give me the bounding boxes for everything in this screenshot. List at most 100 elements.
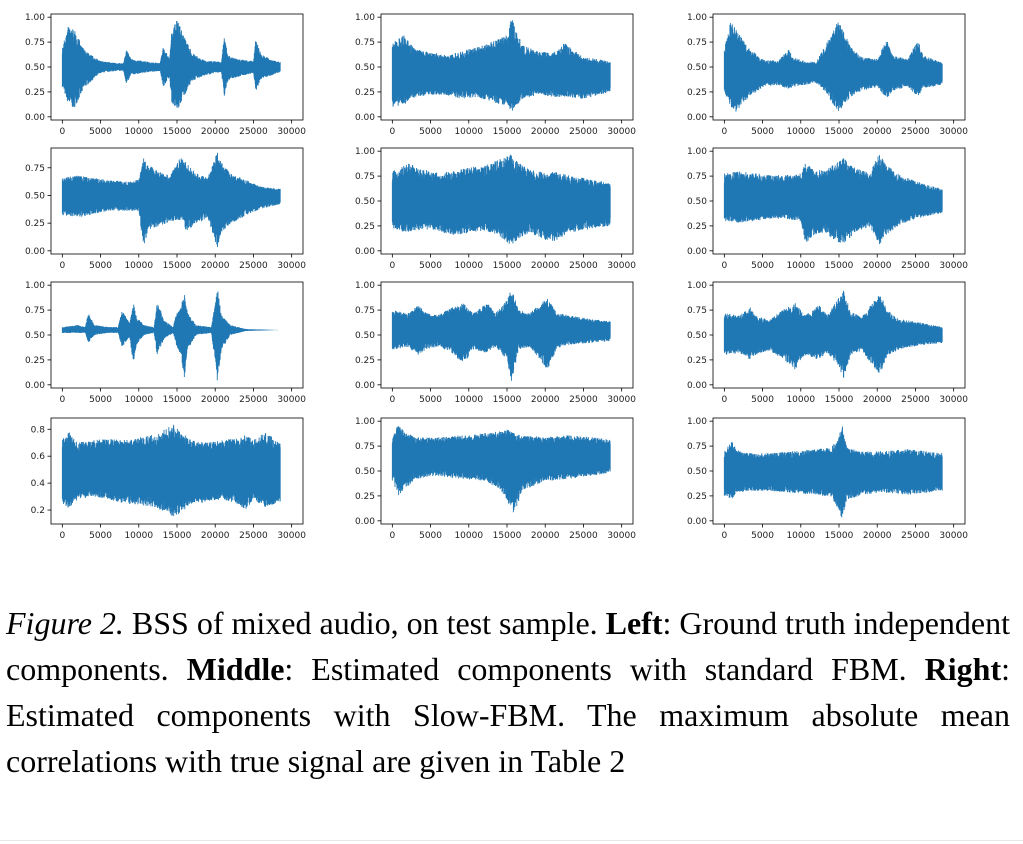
- x-tick-label: 10000: [786, 127, 815, 137]
- waveform-series: [723, 426, 943, 518]
- x-tick-label: 25000: [901, 395, 930, 405]
- x-tick-label: 15000: [493, 127, 522, 137]
- waveform-series: [391, 426, 611, 513]
- subplot-middle-1: 0 5000 10000 15000 20000 25000 30000 0.00 0.25 0.…: [355, 13, 636, 137]
- y-tick-label: 0.2: [31, 506, 45, 516]
- y-tick-label: 1.00: [355, 417, 375, 427]
- y-tick-label: 0.00: [25, 381, 45, 391]
- x-tick-label: 10000: [454, 395, 483, 405]
- y-tick-label: 0.75: [355, 442, 375, 452]
- caption-text-3: : Estimated components with standard FBM…: [284, 651, 925, 687]
- x-tick-label: 30000: [277, 261, 306, 271]
- x-tick-label: 10000: [786, 261, 815, 271]
- subplot-middle-3: 0 5000 10000 15000 20000 25000 30000 0.00 0.25 0.…: [355, 281, 636, 405]
- x-tick-label: 25000: [239, 261, 268, 271]
- x-tick-label: 15000: [825, 261, 854, 271]
- y-tick-label: 0.75: [25, 306, 45, 316]
- x-tick-label: 5000: [89, 395, 112, 405]
- y-tick-label: 1.00: [687, 417, 707, 427]
- x-tick-label: 30000: [277, 395, 306, 405]
- figure-grid: 0 5000 10000 15000 20000 25000 30000 0.00 0.25 0.…: [25, 13, 968, 541]
- y-tick-label: 0.8: [31, 425, 46, 435]
- y-tick-label: 0.50: [687, 467, 707, 477]
- y-tick-label: 0.25: [25, 219, 45, 229]
- y-tick-label: 1.00: [355, 13, 375, 23]
- x-tick-label: 30000: [607, 127, 636, 137]
- subplot-grid: 0 5000 10000 15000 20000 25000 30000 0.00 0.25 0.…: [25, 13, 968, 541]
- x-tick-label: 25000: [239, 531, 268, 541]
- y-tick-label: 0.50: [687, 63, 707, 73]
- caption-text-1: BSS of mixed audio, on test sample.: [123, 605, 606, 641]
- x-tick-label: 20000: [201, 127, 230, 137]
- x-tick-label: 15000: [493, 531, 522, 541]
- subplot-right-3: 0 5000 10000 15000 20000 25000 30000 0.00 0.25 0.…: [687, 281, 968, 405]
- y-tick-label: 0.25: [687, 356, 707, 366]
- caption-left-label: Left: [605, 605, 663, 641]
- y-tick-label: 0.50: [355, 467, 375, 477]
- y-tick-label: 0.75: [355, 306, 375, 316]
- figure-label: Figure 2.: [6, 605, 124, 641]
- y-tick-label: 0.75: [355, 172, 375, 182]
- x-tick-label: 0: [389, 531, 395, 541]
- caption-text-4: : Estimated components with Slow-FBM. Th…: [6, 651, 1011, 779]
- y-tick-label: 0.25: [355, 356, 375, 366]
- x-tick-label: 30000: [939, 395, 968, 405]
- x-tick-label: 20000: [863, 261, 892, 271]
- x-tick-label: 5000: [751, 395, 774, 405]
- x-tick-label: 30000: [607, 531, 636, 541]
- x-tick-label: 20000: [863, 395, 892, 405]
- x-tick-label: 0: [389, 395, 395, 405]
- x-tick-label: 25000: [239, 395, 268, 405]
- subplot-left-3: 0 5000 10000 15000 20000 25000 30000 0.00 0.25 0.…: [25, 281, 306, 405]
- x-tick-label: 10000: [124, 395, 153, 405]
- waveform-series: [61, 152, 281, 247]
- x-tick-label: 0: [721, 531, 727, 541]
- caption-middle-label: Middle: [186, 651, 285, 687]
- y-tick-label: 0.50: [355, 63, 375, 73]
- y-tick-label: 0.25: [355, 492, 375, 502]
- x-tick-label: 30000: [939, 531, 968, 541]
- x-tick-label: 5000: [751, 531, 774, 541]
- y-tick-label: 0.4: [31, 479, 46, 489]
- waveform-series: [723, 155, 943, 245]
- x-tick-label: 0: [59, 531, 65, 541]
- x-tick-label: 15000: [825, 531, 854, 541]
- y-tick-label: 0.25: [687, 222, 707, 232]
- y-tick-label: 0.50: [687, 197, 707, 207]
- x-tick-label: 10000: [786, 395, 815, 405]
- x-tick-label: 5000: [419, 261, 442, 271]
- y-tick-label: 0.25: [687, 492, 707, 502]
- y-tick-label: 0.00: [355, 517, 375, 527]
- x-tick-label: 15000: [825, 127, 854, 137]
- x-tick-label: 20000: [531, 395, 560, 405]
- y-tick-label: 0.50: [25, 331, 45, 341]
- y-tick-label: 0.75: [355, 38, 375, 48]
- y-tick-label: 1.00: [25, 281, 45, 291]
- y-tick-label: 0.00: [687, 517, 707, 527]
- x-tick-label: 5000: [751, 127, 774, 137]
- x-tick-label: 30000: [277, 127, 306, 137]
- x-tick-label: 15000: [163, 395, 192, 405]
- x-tick-label: 5000: [751, 261, 774, 271]
- y-tick-label: 0.25: [25, 88, 45, 98]
- y-tick-label: 1.00: [687, 147, 707, 157]
- x-tick-label: 15000: [825, 395, 854, 405]
- subplot-middle-4: 0 5000 10000 15000 20000 25000 30000 0.00 0.25 0.…: [355, 417, 636, 541]
- x-tick-label: 5000: [419, 531, 442, 541]
- x-tick-label: 30000: [277, 531, 306, 541]
- waveform-series: [391, 154, 611, 244]
- y-tick-label: 0.00: [687, 247, 707, 257]
- y-tick-label: 1.00: [355, 281, 375, 291]
- x-tick-label: 20000: [531, 261, 560, 271]
- subplot-right-4: 0 5000 10000 15000 20000 25000 30000 0.00 0.25 0.…: [687, 417, 968, 541]
- subplot-middle-2: 0 5000 10000 15000 20000 25000 30000 0.00 0.25 0.…: [355, 147, 636, 271]
- x-tick-label: 5000: [89, 261, 112, 271]
- y-tick-label: 0.00: [355, 113, 375, 123]
- y-tick-label: 0.50: [355, 197, 375, 207]
- x-tick-label: 10000: [454, 127, 483, 137]
- x-tick-label: 30000: [607, 395, 636, 405]
- y-tick-label: 0.50: [355, 331, 375, 341]
- x-tick-label: 10000: [124, 127, 153, 137]
- x-tick-label: 0: [59, 261, 65, 271]
- x-tick-label: 0: [59, 127, 65, 137]
